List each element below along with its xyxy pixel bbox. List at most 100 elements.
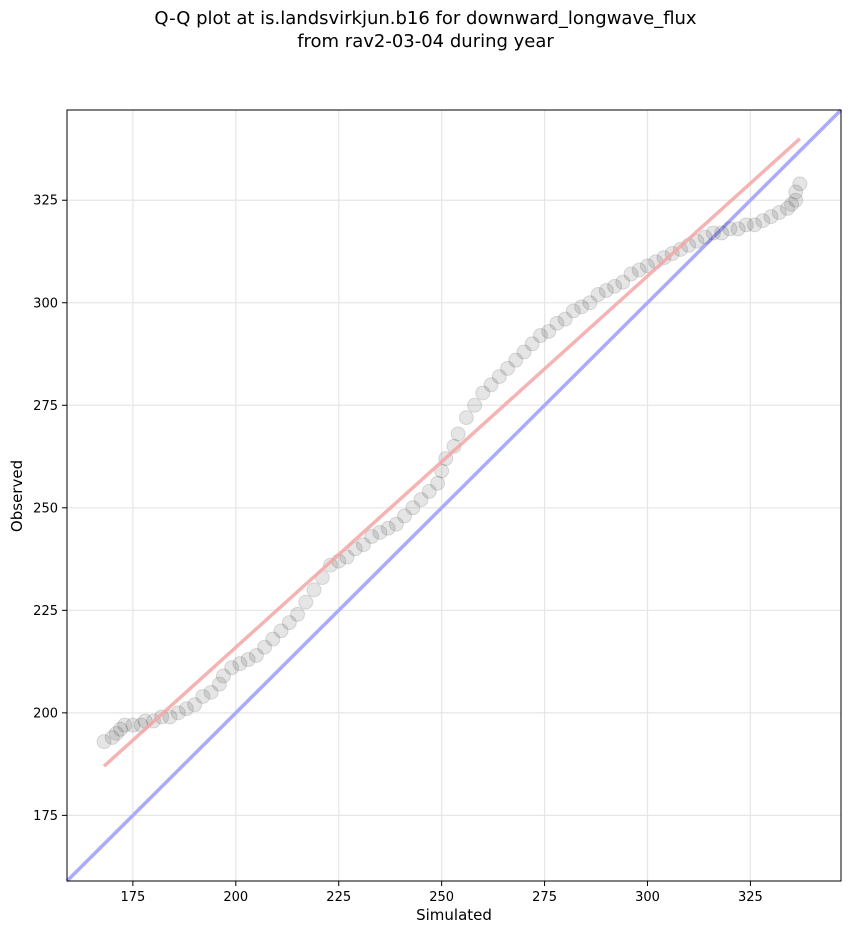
quantile-points <box>96 137 808 768</box>
quantile-point <box>763 209 779 225</box>
y-tick-label: 275 <box>33 399 58 414</box>
reference-lines <box>65 108 843 883</box>
quantile-point <box>483 377 499 393</box>
quantile-point <box>104 729 120 745</box>
y-tick-label: 200 <box>33 706 58 721</box>
quantile-point <box>265 631 281 647</box>
x-tick-label: 250 <box>429 890 454 905</box>
quantile-point <box>779 200 795 216</box>
quantile-point <box>467 397 483 413</box>
quantile-point <box>290 606 306 622</box>
quantile-point <box>364 529 380 545</box>
quantile-point <box>113 721 129 737</box>
y-tick-label: 325 <box>33 194 58 209</box>
quantile-point <box>273 623 289 639</box>
quantile-point <box>697 229 713 245</box>
quantile-point <box>705 225 721 241</box>
quantile-point <box>215 668 231 684</box>
quantile-point <box>413 492 429 508</box>
quantile-point <box>248 647 264 663</box>
quantile-point <box>524 336 540 352</box>
quantile-point <box>582 295 598 311</box>
quantile-point <box>640 258 655 274</box>
quantile-point <box>788 184 804 200</box>
quantile-point <box>500 360 516 376</box>
quantile-point <box>405 500 421 516</box>
quantile-point <box>257 639 273 655</box>
quantile-point <box>623 266 639 282</box>
quantile-point <box>598 282 614 298</box>
quantile-point <box>232 656 248 672</box>
quantile-point <box>224 660 240 676</box>
quantile-point <box>771 205 787 221</box>
quantile-point <box>689 233 705 249</box>
quantile-point <box>491 369 507 385</box>
quantile-point <box>240 652 256 668</box>
quantile-point <box>322 557 338 573</box>
quantile-point <box>631 262 647 278</box>
x-tick-label: 225 <box>326 890 351 905</box>
quantile-point <box>458 410 474 426</box>
quantile-point <box>96 734 112 750</box>
quantile-point <box>298 594 314 610</box>
quantile-point <box>557 311 573 327</box>
quantile-point <box>747 217 763 233</box>
quantile-point <box>450 426 466 442</box>
x-axis-label: Simulated <box>416 906 492 924</box>
grid <box>67 110 841 881</box>
quantile-point <box>430 475 446 491</box>
y-axis-ticks: 175 200 225 250 275 300 325 <box>33 194 67 824</box>
quantile-point <box>730 221 746 237</box>
quantile-point <box>355 537 371 553</box>
quantile-point <box>508 352 524 368</box>
x-tick-label: 325 <box>738 890 763 905</box>
quantile-point <box>532 328 548 344</box>
quantile-point <box>162 709 178 725</box>
y-axis-label: Observed <box>8 460 26 532</box>
quantile-point <box>755 213 771 229</box>
quantile-point <box>541 323 557 339</box>
quantile-point <box>607 278 623 294</box>
quantile-point <box>722 221 738 237</box>
quantile-point <box>380 520 396 536</box>
quantile-point <box>656 250 672 266</box>
quantile-point <box>306 582 322 598</box>
quantile-point <box>792 176 808 192</box>
quantile-point <box>388 516 404 532</box>
quantile-point <box>714 225 730 241</box>
quantile-point <box>372 524 388 540</box>
fit-line <box>102 137 802 768</box>
chart-title: Q-Q plot at is.landsvirkjun.b16 for down… <box>154 8 697 29</box>
y-tick-label: 250 <box>33 501 58 516</box>
quantile-point <box>187 697 203 713</box>
y-tick-label: 300 <box>33 296 58 311</box>
quantile-point <box>117 717 133 733</box>
chart-subtitle: from rav2-03-04 during year <box>297 31 554 52</box>
quantile-point <box>549 315 565 331</box>
quantile-point <box>565 303 581 319</box>
quantile-point <box>154 709 170 725</box>
quantile-point <box>590 287 606 303</box>
x-tick-label: 175 <box>120 890 145 905</box>
quantile-point <box>397 508 413 524</box>
quantile-point <box>195 688 211 704</box>
quantile-point <box>788 192 804 208</box>
quantile-point <box>108 725 124 741</box>
plot-frame <box>66 109 842 882</box>
quantile-point <box>203 684 219 700</box>
quantile-point <box>672 241 688 257</box>
one-to-one-line <box>65 108 843 883</box>
quantile-point <box>516 344 532 360</box>
quantile-point <box>475 385 491 401</box>
quantile-point <box>125 717 141 733</box>
quantile-point <box>170 705 186 721</box>
quantile-point <box>574 299 590 315</box>
quantile-point <box>738 217 754 233</box>
quantile-point <box>784 196 800 212</box>
x-tick-label: 300 <box>635 890 660 905</box>
quantile-point <box>281 615 297 631</box>
quantile-point <box>211 676 227 692</box>
x-axis-ticks: 175 200 225 250 275 300 325 <box>120 881 763 905</box>
y-tick-label: 225 <box>33 604 58 619</box>
